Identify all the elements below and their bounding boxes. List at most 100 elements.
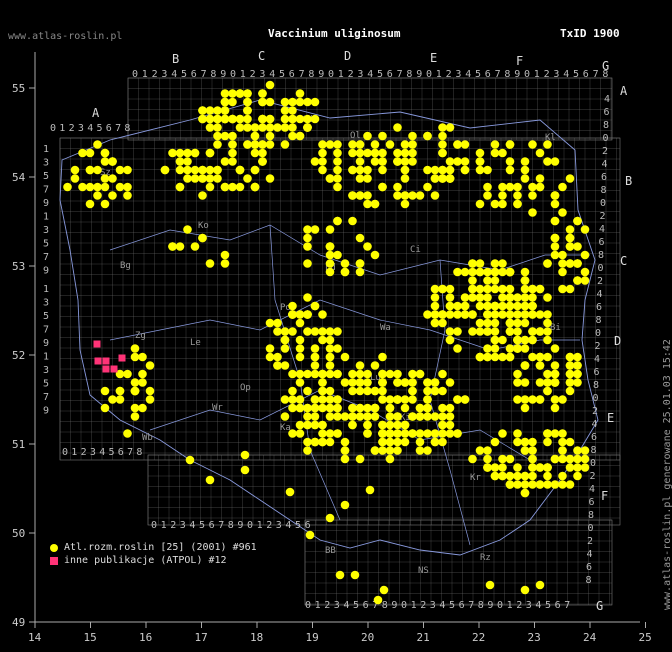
record-point — [198, 233, 207, 243]
legend-label: inne publikacje (ATPOL) #12 — [64, 555, 227, 566]
other-record-point — [102, 365, 110, 373]
region-label: Le — [190, 338, 201, 348]
x-tick-label: 22 — [472, 631, 485, 644]
record-point — [400, 395, 410, 404]
record-point — [285, 487, 295, 497]
record-point — [558, 471, 567, 481]
record-point — [295, 114, 305, 124]
record-point — [265, 80, 275, 90]
column-letter: C — [258, 49, 265, 63]
record-point — [318, 378, 327, 387]
region-label: Zg — [135, 331, 146, 341]
record-point — [483, 454, 492, 464]
record-point — [370, 157, 380, 166]
record-point — [78, 148, 87, 158]
column-digit: 8 — [478, 600, 484, 611]
record-point — [453, 140, 462, 149]
record-point — [295, 352, 305, 362]
record-point — [378, 148, 387, 158]
record-point — [483, 463, 492, 472]
column-digit: 2 — [69, 123, 75, 134]
record-point — [325, 250, 335, 260]
record-point — [325, 361, 335, 370]
record-point — [393, 420, 402, 430]
record-point — [565, 284, 575, 294]
column-digit: 7 — [397, 69, 403, 80]
record-point — [385, 446, 395, 455]
record-point — [543, 429, 552, 438]
record-point — [138, 352, 147, 362]
column-digit: 2 — [324, 600, 330, 611]
record-point — [528, 327, 537, 336]
record-point — [333, 148, 342, 158]
record-point — [573, 471, 582, 481]
record-point — [550, 250, 560, 260]
record-point — [138, 403, 147, 413]
record-point — [513, 369, 522, 379]
row-digit: 4 — [604, 94, 610, 105]
column-digit: 7 — [115, 123, 121, 134]
record-point — [483, 267, 492, 277]
row-digit: 7 — [43, 252, 49, 263]
record-point — [438, 369, 447, 379]
record-point — [535, 463, 545, 472]
column-digit: 6 — [209, 520, 215, 531]
record-point — [265, 318, 275, 328]
record-point — [475, 199, 485, 209]
record-point — [438, 284, 447, 294]
record-point — [475, 284, 485, 294]
column-digit: 0 — [230, 69, 236, 80]
record-point — [280, 106, 290, 115]
record-point — [430, 174, 440, 183]
record-point — [288, 301, 297, 311]
record-point — [573, 378, 582, 387]
record-point — [573, 259, 582, 268]
record-point — [543, 157, 552, 166]
record-point — [408, 395, 417, 404]
record-point — [483, 191, 492, 200]
column-letter: E — [430, 51, 437, 65]
column-digit: 4 — [367, 69, 373, 80]
record-point — [265, 352, 275, 362]
record-point — [543, 378, 552, 387]
record-point — [198, 174, 207, 183]
column-digit: 0 — [426, 69, 432, 80]
record-point — [438, 310, 447, 319]
record-point — [123, 182, 132, 192]
record-point — [535, 182, 545, 192]
record-point — [303, 123, 312, 132]
record-point — [573, 454, 582, 464]
record-point — [393, 182, 402, 192]
record-point — [310, 437, 320, 447]
record-point — [378, 429, 387, 438]
record-point — [145, 386, 155, 396]
record-point — [325, 344, 335, 353]
record-point — [318, 310, 327, 319]
row-digit: 2 — [590, 471, 596, 482]
record-point — [543, 437, 552, 447]
record-point — [325, 327, 335, 336]
record-point — [243, 89, 252, 98]
record-point — [400, 191, 410, 200]
record-point — [558, 454, 567, 464]
row-letter: C — [620, 254, 627, 268]
record-point — [520, 378, 530, 387]
taxon-id: TxID 1900 — [560, 27, 620, 40]
record-point — [385, 403, 395, 413]
record-point — [498, 352, 507, 362]
row-digit: 5 — [43, 311, 49, 322]
record-point — [415, 191, 425, 200]
record-point — [228, 131, 237, 141]
record-point — [115, 369, 125, 379]
record-point — [543, 293, 552, 302]
record-point — [565, 463, 575, 472]
region-label: Ol — [350, 131, 361, 141]
record-point — [505, 454, 515, 464]
record-point — [160, 165, 170, 175]
record-point — [490, 463, 500, 472]
legend-square-icon — [50, 556, 58, 565]
column-digit: 6 — [485, 69, 491, 80]
record-point — [363, 174, 372, 183]
record-point — [265, 174, 275, 183]
